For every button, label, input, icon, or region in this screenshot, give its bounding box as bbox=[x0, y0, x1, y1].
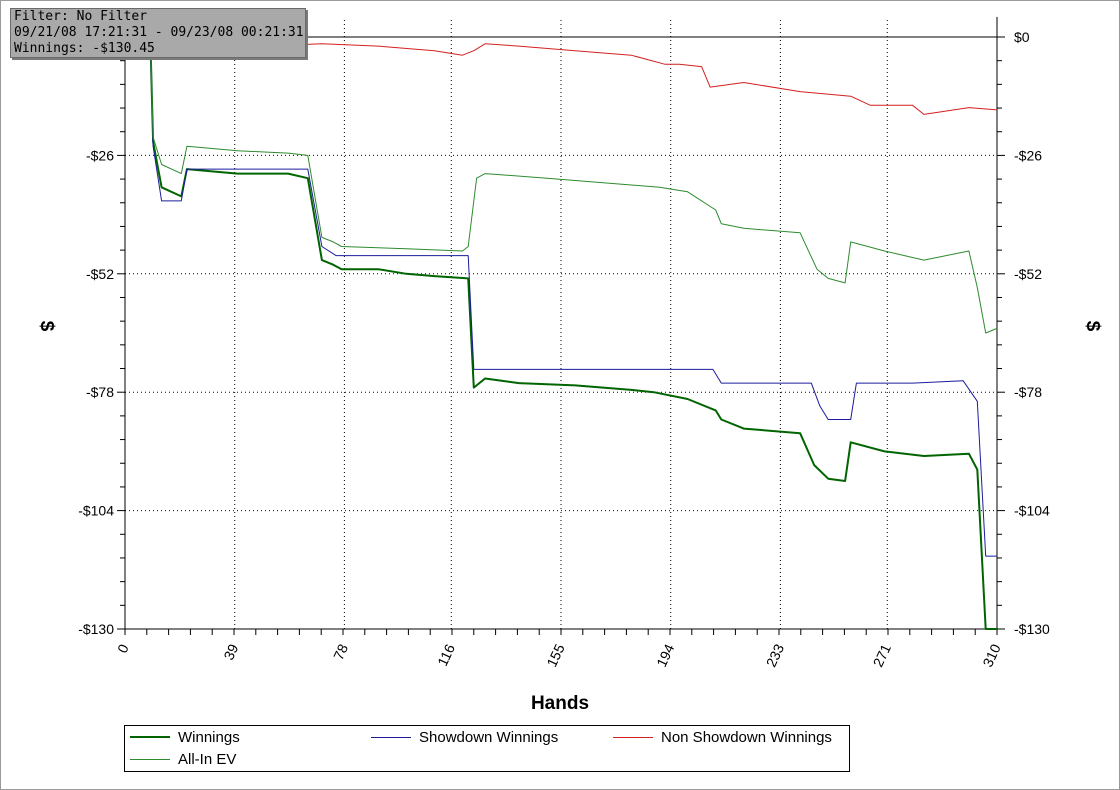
legend-item-non-showdown: Non Showdown Winnings bbox=[613, 727, 832, 747]
axes bbox=[117, 17, 1005, 635]
legend-item-showdown: Showdown Winnings bbox=[371, 727, 558, 747]
legend: Winnings Showdown Winnings Non Showdown … bbox=[124, 725, 850, 772]
filter-text: Filter: No Filter bbox=[14, 9, 148, 24]
legend-label-allin-ev: All-In EV bbox=[178, 750, 237, 768]
legend-label-winnings: Winnings bbox=[178, 728, 240, 746]
legend-swatch-non-showdown bbox=[613, 736, 653, 738]
y-tick-label-right: -$130 bbox=[1014, 621, 1050, 637]
series-line-non-showdown bbox=[124, 36, 998, 115]
y-axis-title-right: $ bbox=[1082, 321, 1103, 332]
legend-item-allin-ev: All-In EV bbox=[130, 749, 236, 769]
x-tick-label: 155 bbox=[543, 641, 567, 669]
y-tick-label-right: $0 bbox=[1014, 29, 1030, 45]
legend-item-winnings: Winnings bbox=[130, 727, 240, 747]
series-line-allin-ev bbox=[125, 36, 998, 334]
x-tick-label: 233 bbox=[763, 641, 787, 669]
filter-info-box: Filter: No Filter 09/21/08 17:21:31 - 09… bbox=[10, 8, 306, 58]
y-tick-label-left: -$52 bbox=[86, 266, 114, 282]
date-range-text: 09/21/08 17:21:31 - 09/23/08 00:21:31 bbox=[14, 25, 304, 40]
y-tick-label-left: -$26 bbox=[86, 147, 114, 163]
x-tick-label: 310 bbox=[979, 641, 1003, 669]
series-line-winnings bbox=[125, 36, 997, 630]
x-tick-label: 78 bbox=[330, 641, 351, 662]
x-axis-title: Hands bbox=[531, 693, 589, 714]
series-line-showdown bbox=[125, 36, 997, 557]
x-tick-label: 194 bbox=[653, 641, 677, 669]
legend-swatch-winnings bbox=[130, 736, 170, 738]
grid-lines bbox=[125, 20, 997, 629]
y-tick-label-left: -$130 bbox=[78, 621, 114, 637]
winnings-total-text: Winnings: -$130.45 bbox=[14, 41, 155, 56]
x-tick-label: 0 bbox=[114, 641, 132, 655]
tick-labels: $0$0-$26-$26-$52-$52-$78-$78-$104-$104-$… bbox=[78, 29, 1050, 669]
legend-swatch-allin-ev bbox=[130, 758, 170, 760]
legend-swatch-showdown bbox=[371, 736, 411, 738]
y-tick-label-left: -$104 bbox=[78, 503, 114, 519]
y-tick-label-right: -$26 bbox=[1014, 147, 1042, 163]
y-axis-title-left: $ bbox=[36, 321, 57, 332]
x-tick-label: 39 bbox=[220, 641, 241, 662]
y-tick-label-right: -$104 bbox=[1014, 503, 1050, 519]
x-tick-label: 271 bbox=[870, 641, 894, 669]
data-series bbox=[124, 36, 998, 630]
y-tick-label-right: -$52 bbox=[1014, 266, 1042, 282]
y-tick-label-left: -$78 bbox=[86, 384, 114, 400]
y-tick-label-right: -$78 bbox=[1014, 384, 1042, 400]
legend-label-showdown: Showdown Winnings bbox=[419, 728, 559, 746]
legend-label-non-showdown: Non Showdown Winnings bbox=[661, 728, 832, 746]
x-tick-label: 116 bbox=[434, 641, 458, 668]
